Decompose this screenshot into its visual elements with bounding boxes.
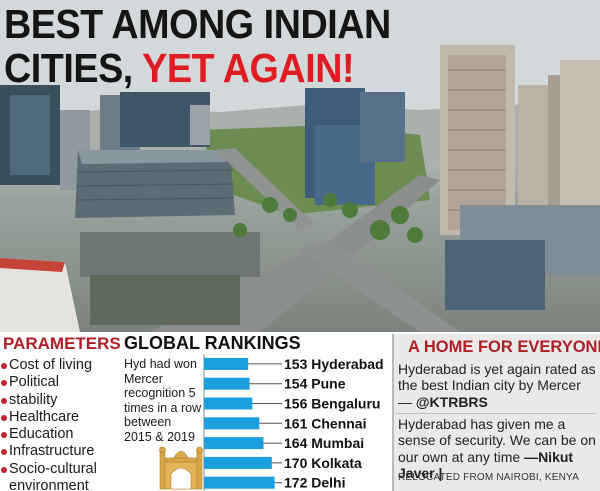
- rankings-note: Hyd had won Mercer recognition 5 times i…: [124, 357, 202, 444]
- ranking-label-kolkata: 170 Kolkata: [284, 455, 362, 471]
- home-for-everyone-panel: A HOME FOR EVERYONE Hyderabad is yet aga…: [392, 334, 600, 491]
- city-skyline-illustration: [0, 0, 600, 332]
- parameter-item: stability: [0, 392, 97, 409]
- ranking-label-delhi: 172 Delhi: [284, 475, 345, 491]
- parameter-item: Political: [0, 374, 97, 391]
- parameter-label: Socio-cultural: [9, 460, 97, 477]
- twitter-handle: @KTRBRS: [415, 393, 488, 410]
- bullet-icon: [1, 432, 7, 439]
- home-title: A HOME FOR EVERYONE: [408, 338, 600, 356]
- parameter-item: Education: [0, 426, 97, 443]
- parameter-label: Infrastructure: [9, 443, 95, 460]
- quote-resident-text: Hyderabad has given me a sense of securi…: [398, 416, 596, 465]
- headline: BEST AMONG INDIAN CITIES, YET AGAIN!: [4, 2, 391, 90]
- global-rankings-panel: GLOBAL RANKINGS Hyd had won Mercer recog…: [124, 333, 390, 491]
- panel-divider: [392, 334, 394, 491]
- quote-divider: [396, 413, 596, 414]
- ranking-bar-chennai: [204, 417, 260, 430]
- bullet-icon: [1, 466, 7, 473]
- parameter-item: Infrastructure: [0, 443, 97, 460]
- headline-black-part: CITIES,: [4, 45, 143, 91]
- parameter-label: Cost of living: [9, 357, 93, 373]
- relocated-caption: RELOCATED FROM NAIROBI, KENYA: [398, 472, 580, 483]
- ranking-label-mumbai: 164 Mumbai: [284, 435, 364, 451]
- rankings-title: GLOBAL RANKINGS: [124, 333, 301, 353]
- parameter-label: Education: [9, 426, 74, 443]
- ranking-bar-delhi: [204, 476, 275, 489]
- bullet-icon: [1, 363, 7, 369]
- headline-line-2: CITIES, YET AGAIN!: [4, 46, 391, 90]
- headline-red-part: YET AGAIN!: [142, 45, 355, 91]
- ranking-bar-mumbai: [204, 437, 264, 450]
- charminar-icon: [159, 446, 203, 490]
- parameters-title: PARAMETERS: [3, 334, 121, 353]
- parameters-panel: PARAMETERS Cost of living Political stab…: [0, 334, 124, 491]
- ranking-bar-kolkata: [204, 456, 272, 469]
- parameter-item: Healthcare: [0, 409, 97, 426]
- ranking-bar-pune: [204, 377, 250, 390]
- parameters-list: Cost of living Political stability Healt…: [0, 357, 97, 491]
- parameter-label: stability: [9, 391, 58, 408]
- quote-resident: Hyderabad has given me a sense of securi…: [398, 416, 598, 482]
- city-skyline-photo: BEST AMONG INDIAN CITIES, YET AGAIN!: [0, 0, 600, 332]
- ranking-bar-hyderabad: [204, 357, 249, 370]
- quote-ktr-text: Hyderabad is yet again rated as the best…: [398, 361, 596, 410]
- ranking-label-hyderabad: 153 Hyderabad: [284, 356, 384, 372]
- quote-ktr: Hyderabad is yet again rated as the best…: [398, 361, 598, 410]
- bullet-icon: [1, 397, 7, 404]
- bullet-icon: [1, 380, 7, 387]
- bullet-icon: [1, 414, 7, 421]
- ranking-bar-bengaluru: [204, 397, 253, 410]
- parameter-label: environment: [9, 478, 89, 491]
- parameter-item: Socio-cultural: [0, 461, 97, 478]
- parameter-item: Cost of living: [0, 357, 97, 374]
- parameter-label: Political: [9, 374, 59, 391]
- parameter-item-continued: environment: [0, 478, 97, 491]
- headline-line-1: BEST AMONG INDIAN: [4, 1, 391, 47]
- ranking-label-bengaluru: 156 Bengaluru: [284, 396, 380, 412]
- ranking-label-pune: 154 Pune: [284, 376, 346, 392]
- rankings-bar-chart: 153 Hyderabad 154 Pune 156 Bengaluru 161 Ch…: [159, 354, 384, 491]
- bullet-icon: [1, 449, 7, 456]
- ranking-label-chennai: 161 Chennai: [284, 415, 366, 431]
- quote-author: —Nikut Javer |: [398, 448, 574, 482]
- parameter-label: Healthcare: [9, 408, 80, 425]
